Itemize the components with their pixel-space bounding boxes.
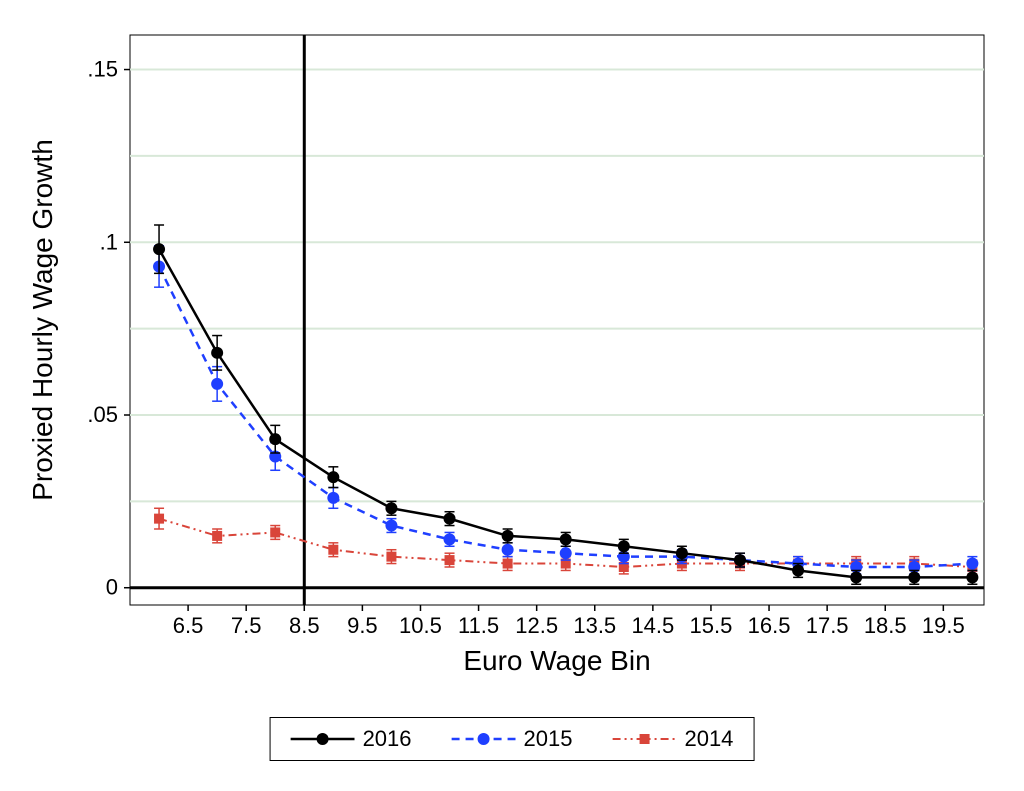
svg-text:17.5: 17.5 <box>806 613 849 638</box>
svg-text:16.5: 16.5 <box>748 613 791 638</box>
svg-text:0: 0 <box>106 575 118 600</box>
legend-item-2016: 2016 <box>291 726 412 752</box>
legend: 2016 2015 2014 <box>270 717 755 761</box>
svg-text:Euro Wage Bin: Euro Wage Bin <box>463 645 650 676</box>
legend-item-2015: 2015 <box>452 726 573 752</box>
svg-text:6.5: 6.5 <box>173 613 204 638</box>
legend-item-2014: 2014 <box>612 726 733 752</box>
svg-text:15.5: 15.5 <box>690 613 733 638</box>
svg-text:.05: .05 <box>87 402 118 427</box>
legend-label: 2014 <box>684 726 733 752</box>
svg-text:.1: .1 <box>100 229 118 254</box>
legend-label: 2015 <box>524 726 573 752</box>
chart-container: 0 .05 .1 .15 6.5 7.5 8.5 9.5 10.5 11.5 12.5 13.5 14.… <box>20 20 1004 771</box>
svg-text:18.5: 18.5 <box>864 613 907 638</box>
legend-label: 2016 <box>363 726 412 752</box>
svg-text:10.5: 10.5 <box>399 613 442 638</box>
svg-text:9.5: 9.5 <box>347 613 378 638</box>
svg-text:12.5: 12.5 <box>515 613 558 638</box>
svg-text:7.5: 7.5 <box>231 613 262 638</box>
svg-text:19.5: 19.5 <box>922 613 965 638</box>
svg-text:11.5: 11.5 <box>458 613 499 638</box>
svg-text:14.5: 14.5 <box>631 613 674 638</box>
svg-text:8.5: 8.5 <box>289 613 320 638</box>
svg-text:.15: .15 <box>87 57 118 82</box>
svg-text:13.5: 13.5 <box>573 613 616 638</box>
svg-text:Proxied Hourly Wage Growth: Proxied Hourly Wage Growth <box>27 139 58 501</box>
wage-growth-chart: 0 .05 .1 .15 6.5 7.5 8.5 9.5 10.5 11.5 12.5 13.5 14.… <box>20 20 1004 700</box>
